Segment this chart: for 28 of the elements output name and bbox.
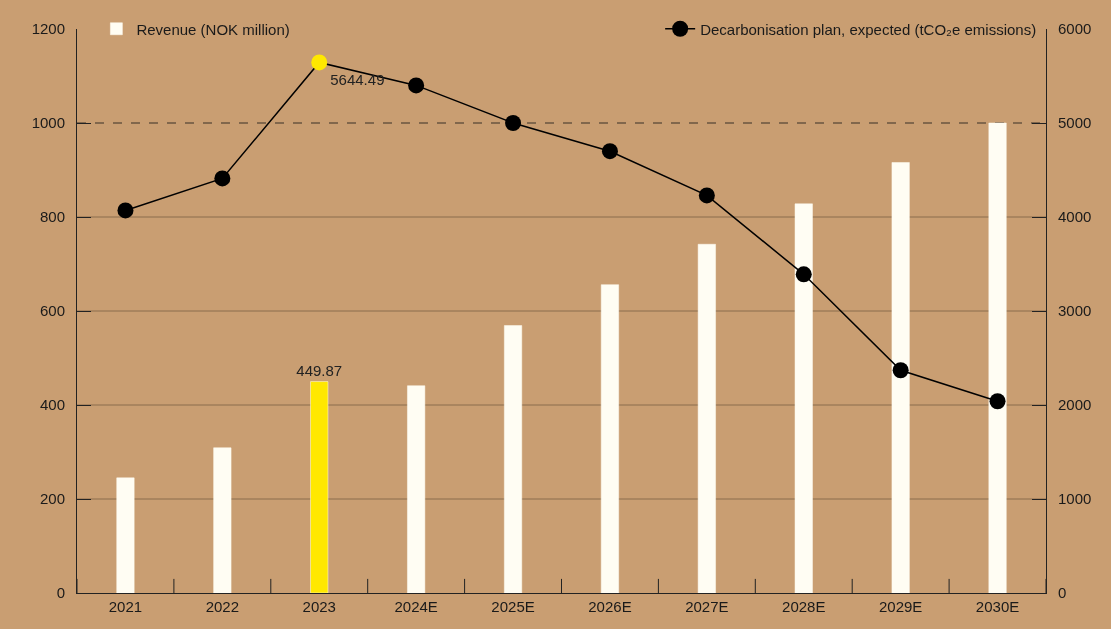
y-tick-label: 1200	[31, 20, 65, 38]
data-label: 449.87	[296, 361, 343, 379]
y2-tick-label: 2000	[1058, 396, 1092, 414]
data-label: 5644.49	[330, 70, 385, 88]
x-tick-label: 2030E	[975, 598, 1020, 615]
y2-tick-label: 4000	[1058, 208, 1092, 226]
x-tick-label: 2025E	[491, 598, 535, 615]
y2-tick-label: 3000	[1058, 302, 1092, 320]
legend-label: Decarbonisation plan, expected (tCO₂e emissions)	[700, 20, 1037, 38]
legend-label: Revenue (NOK million)	[136, 20, 290, 38]
y2-tick-label: 6000	[1058, 20, 1092, 38]
x-tick-label: 2027E	[685, 598, 729, 615]
y-tick-label: 0	[56, 584, 65, 602]
x-tick-label: 2029E	[878, 598, 923, 615]
y-tick-label: 1000	[31, 114, 65, 132]
y2-tick-label: 1000	[1058, 490, 1092, 508]
x-tick-label: 2021	[108, 598, 143, 615]
y2-tick-label: 5000	[1058, 114, 1092, 132]
x-tick-label: 2028E	[782, 598, 826, 615]
y-tick-label: 800	[39, 208, 65, 226]
x-tick-label: 2023	[302, 598, 336, 615]
x-tick-label: 2024E	[394, 598, 438, 615]
y2-tick-label: 0	[1058, 584, 1067, 602]
y-tick-label: 400	[39, 396, 65, 414]
y-tick-label: 600	[39, 302, 65, 320]
x-tick-label: 2022	[205, 598, 240, 615]
x-tick-label: 2026E	[588, 598, 632, 615]
y-tick-label: 200	[39, 490, 65, 508]
